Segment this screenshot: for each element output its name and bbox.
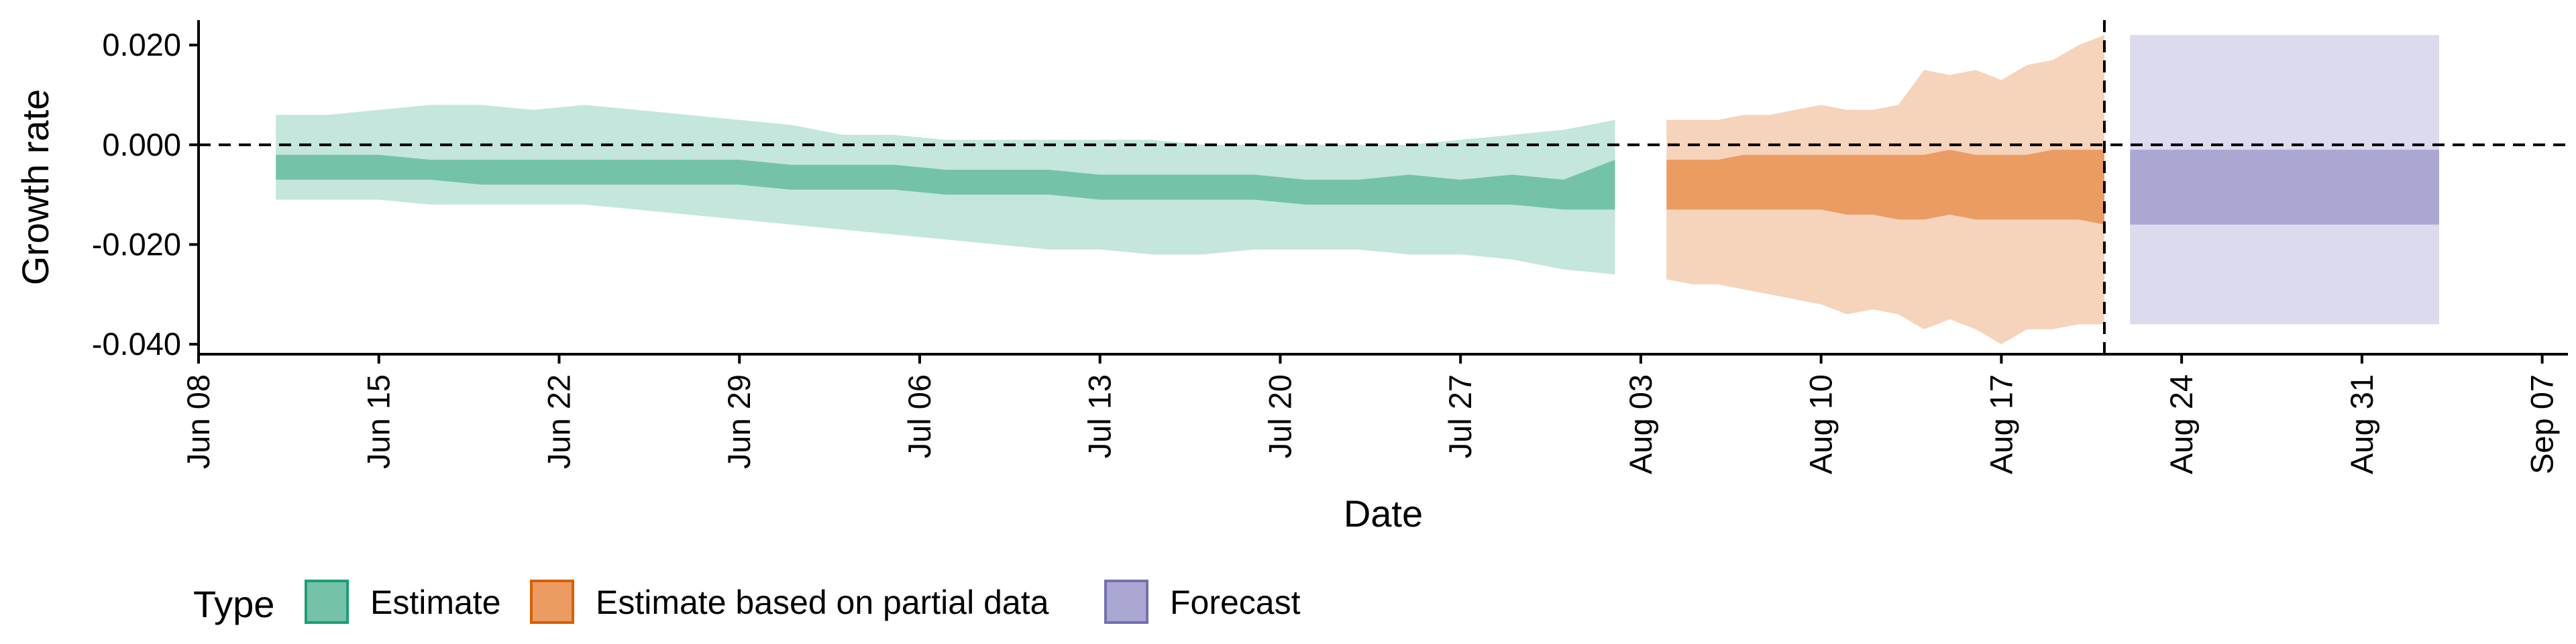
legend-title: Type: [193, 583, 274, 625]
x-tick-label: Jul 13: [1082, 374, 1118, 458]
x-tick-label: Aug 31: [2344, 374, 2379, 474]
x-tick-label: Jun 15: [361, 374, 396, 469]
y-ticks: 0.020 0.000 -0.020 -0.040: [92, 27, 199, 362]
x-tick-label: Aug 03: [1623, 374, 1658, 474]
axes: [197, 20, 2568, 356]
x-tick-label: Sep 07: [2524, 374, 2560, 474]
legend-label: Estimate: [370, 584, 501, 621]
x-ticks: Jun 08 Jun 15 Jun 22 Jun 29 Jul 06 Jul 13 Jul …: [180, 354, 2560, 474]
y-tick-label: 0.000: [102, 127, 181, 162]
x-tick-label: Aug 10: [1803, 374, 1839, 474]
y-tick-label: 0.020: [102, 27, 181, 62]
legend-swatch: [305, 580, 349, 624]
ribbon-layer: [276, 35, 2439, 345]
x-tick-label: Jun 29: [721, 374, 757, 469]
reference-lines: [199, 20, 2568, 354]
legend-label: Estimate based on partial data: [596, 584, 1049, 621]
x-tick-label: Jun 08: [180, 374, 216, 469]
x-tick-label: Jul 27: [1442, 374, 1478, 458]
legend-label: Forecast: [1170, 584, 1301, 621]
x-tick-label: Jul 06: [902, 374, 937, 458]
band-50-forecast: [2130, 150, 2439, 225]
legend-swatch: [1104, 580, 1148, 624]
legend: Type Estimate Estimate based on partial d…: [193, 580, 1301, 625]
band-50-estimate: [276, 154, 1615, 210]
legend-swatch: [530, 580, 574, 624]
y-axis-title: Growth rate: [14, 89, 56, 286]
band-50-estimate-based-on-partial-data: [1666, 150, 2104, 225]
x-tick-label: Aug 17: [1983, 374, 2019, 474]
y-tick-label: -0.040: [92, 326, 181, 362]
x-tick-label: Jul 20: [1262, 374, 1297, 458]
x-axis-title: Date: [1344, 492, 1423, 535]
y-tick-label: -0.020: [92, 226, 181, 262]
x-tick-label: Jun 22: [541, 374, 576, 469]
x-tick-label: Aug 24: [2163, 374, 2199, 474]
